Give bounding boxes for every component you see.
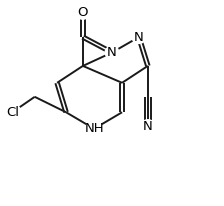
Text: Cl: Cl	[6, 106, 19, 119]
Text: N: N	[134, 30, 144, 44]
Circle shape	[75, 6, 90, 19]
Text: N: N	[143, 119, 153, 133]
Text: NH: NH	[84, 122, 104, 135]
Circle shape	[86, 121, 103, 137]
Text: N: N	[107, 46, 117, 59]
Circle shape	[141, 120, 155, 132]
Circle shape	[4, 104, 21, 120]
Text: O: O	[78, 6, 88, 19]
Circle shape	[132, 31, 146, 43]
Circle shape	[105, 46, 119, 59]
